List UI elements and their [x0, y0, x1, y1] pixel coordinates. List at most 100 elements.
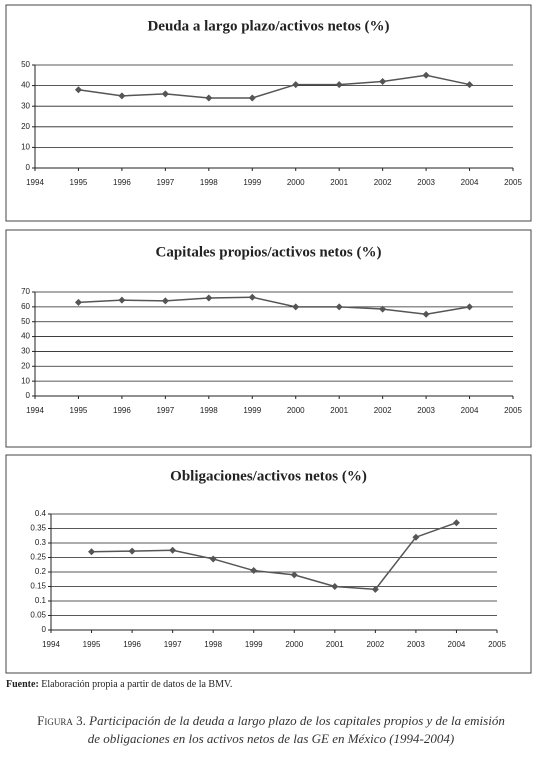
- y-tick-label: 0: [42, 625, 47, 634]
- x-tick-label: 1995: [83, 640, 101, 649]
- data-point: [379, 77, 387, 85]
- x-tick-label: 2005: [504, 178, 522, 187]
- y-tick-label: 30: [21, 347, 30, 356]
- data-point: [205, 94, 213, 102]
- x-tick-label: 2001: [326, 640, 344, 649]
- data-point: [371, 585, 379, 593]
- y-tick-label: 0: [26, 163, 31, 172]
- y-tick-label: 60: [21, 302, 30, 311]
- x-tick-label: 2003: [417, 406, 435, 415]
- panel-frame: [5, 229, 532, 448]
- panel-frame: [5, 4, 532, 222]
- caption-text: Participación de la deuda a largo plazo …: [87, 713, 505, 746]
- x-tick-label: 1996: [113, 178, 131, 187]
- data-point: [128, 547, 136, 555]
- data-line: [78, 74, 470, 99]
- x-tick-label: 1999: [243, 178, 261, 187]
- y-tick-label: 20: [21, 122, 30, 131]
- x-tick-label: 2002: [366, 640, 384, 649]
- data-point: [335, 303, 343, 311]
- x-tick-label: 1994: [26, 178, 44, 187]
- y-tick-label: 40: [21, 332, 30, 341]
- data-point: [335, 81, 343, 89]
- data-point: [118, 296, 126, 304]
- data-point: [412, 533, 420, 541]
- x-tick-label: 1998: [204, 640, 222, 649]
- data-point: [290, 571, 298, 579]
- y-tick-label: 0.2: [35, 567, 47, 576]
- x-tick-label: 1997: [156, 178, 174, 187]
- y-tick-label: 10: [21, 143, 30, 152]
- data-line: [91, 521, 457, 591]
- source-text: Elaboración propia a partir de datos de …: [41, 679, 233, 690]
- y-tick-label: 0.15: [30, 582, 46, 591]
- x-tick-label: 2004: [448, 640, 466, 649]
- source-note: Fuente: Elaboración propia a partir de d…: [6, 679, 232, 690]
- y-tick-label: 0.4: [35, 509, 47, 518]
- data-point: [250, 567, 258, 575]
- data-point: [452, 519, 460, 527]
- data-point: [466, 303, 474, 311]
- charts: Deuda a largo plazo/activos netos (%) 0 10…: [5, 4, 532, 674]
- y-tick-label: 0.05: [30, 611, 46, 620]
- data-point: [74, 298, 82, 306]
- figure-caption: Figura 3. Participación de la deuda a la…: [30, 712, 512, 748]
- x-tick-label: 2001: [330, 406, 348, 415]
- data-line: [78, 296, 470, 316]
- x-tick-label: 2004: [461, 406, 479, 415]
- x-tick-label: 1996: [113, 406, 131, 415]
- x-tick-label: 1994: [26, 406, 44, 415]
- y-tick-label: 0.35: [30, 524, 46, 533]
- x-tick-label: 2003: [407, 640, 425, 649]
- y-tick-label: 30: [21, 101, 30, 110]
- data-point: [292, 81, 300, 89]
- panel-frame: [5, 454, 532, 674]
- x-tick-label: 2002: [374, 406, 392, 415]
- x-tick-label: 2005: [504, 406, 522, 415]
- chart-title: Deuda a largo plazo/activos netos (%): [147, 18, 389, 34]
- y-tick-label: 50: [21, 60, 30, 69]
- x-tick-label: 2001: [330, 178, 348, 187]
- x-tick-label: 1995: [70, 406, 88, 415]
- data-point: [118, 92, 126, 100]
- x-tick-label: 1997: [156, 406, 174, 415]
- caption-label: Figura 3.: [37, 713, 86, 728]
- data-point: [209, 555, 217, 563]
- y-tick-label: 10: [21, 376, 30, 385]
- data-point: [161, 297, 169, 305]
- data-point: [205, 294, 213, 302]
- y-tick-label: 20: [21, 361, 30, 370]
- y-tick-label: 0.1: [35, 596, 47, 605]
- data-point: [379, 305, 387, 313]
- data-point: [88, 548, 96, 556]
- x-tick-label: 1999: [245, 640, 263, 649]
- y-tick-label: 0: [26, 391, 31, 400]
- data-point: [74, 86, 82, 94]
- chart-title: Capitales propios/activos netos (%): [156, 244, 382, 260]
- chart-title: Obligaciones/activos netos (%): [170, 468, 367, 484]
- x-tick-label: 1996: [123, 640, 141, 649]
- x-tick-label: 1998: [200, 406, 218, 415]
- x-tick-label: 1994: [42, 640, 60, 649]
- x-tick-label: 2000: [287, 406, 305, 415]
- x-tick-label: 1999: [243, 406, 261, 415]
- data-point: [248, 293, 256, 301]
- x-tick-label: 2003: [417, 178, 435, 187]
- x-tick-label: 2000: [285, 640, 303, 649]
- data-point: [466, 81, 474, 89]
- data-point: [422, 310, 430, 318]
- y-tick-label: 50: [21, 317, 30, 326]
- x-tick-label: 2002: [374, 178, 392, 187]
- data-point: [422, 71, 430, 79]
- y-tick-label: 0.3: [35, 538, 47, 547]
- data-point: [248, 94, 256, 102]
- x-tick-label: 1995: [70, 178, 88, 187]
- data-point: [169, 546, 177, 554]
- source-label: Fuente:: [6, 679, 39, 690]
- y-tick-label: 40: [21, 81, 30, 90]
- data-point: [161, 90, 169, 98]
- y-tick-label: 70: [21, 287, 30, 296]
- data-point: [331, 583, 339, 590]
- x-tick-label: 2004: [461, 178, 479, 187]
- data-point: [292, 303, 300, 311]
